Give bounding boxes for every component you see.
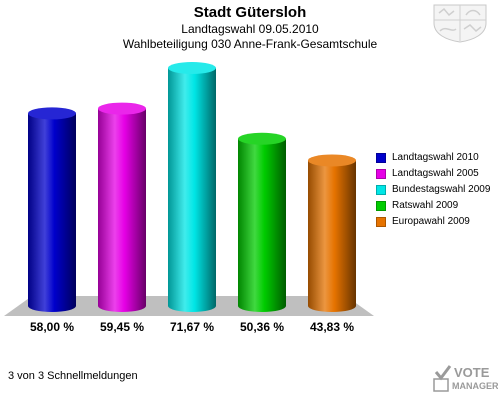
legend-item: Landtagswahl 2010 — [376, 150, 490, 165]
bar — [238, 138, 286, 312]
value-labels: 58,00 % 59,45 % 71,67 % 50,36 % 43,83 % — [0, 320, 500, 336]
legend-label: Europawahl 2009 — [392, 216, 470, 227]
legend-swatch — [376, 168, 386, 179]
legend-swatch — [376, 200, 386, 211]
chart-legend: Landtagswahl 2010 Landtagswahl 2005 Bundes… — [376, 150, 490, 230]
legend-swatch — [376, 216, 386, 227]
bar-top — [308, 154, 356, 167]
legend-label: Landtagswahl 2010 — [392, 152, 479, 163]
value-label: 58,00 % — [29, 320, 75, 334]
value-label: 43,83 % — [309, 320, 355, 334]
vote-manager-logo-icon: VOTE MANAGER — [433, 365, 498, 392]
bar-top — [168, 62, 216, 74]
bar-top — [238, 132, 286, 145]
chart-title: Stadt Gütersloh — [193, 4, 307, 21]
bar — [168, 68, 216, 312]
legend-label: Bundestagswahl 2009 — [392, 184, 491, 195]
legend-item: Landtagswahl 2005 — [376, 166, 490, 181]
bar — [28, 113, 76, 312]
legend-item: Europawahl 2009 — [376, 214, 490, 229]
chart-header: Stadt Gütersloh Landtagswahl 09.05.2010 … — [0, 4, 500, 52]
legend-label: Ratswahl 2009 — [392, 200, 459, 211]
value-label: 59,45 % — [99, 320, 145, 334]
nrw-crest-icon — [433, 4, 487, 43]
legend-swatch — [376, 184, 386, 195]
chart-subtitle: Landtagswahl 09.05.2010 — [181, 22, 319, 36]
value-label: 50,36 % — [239, 320, 285, 334]
value-label: 71,67 % — [169, 320, 215, 334]
chart-subtitle-2: Wahlbeteiligung 030 Anne-Frank-Gesamtsch… — [122, 37, 378, 51]
logo-text-manager: MANAGER — [452, 381, 498, 391]
legend-item: Ratswahl 2009 — [376, 198, 490, 213]
bar-top — [98, 102, 146, 115]
logo-text-vote: VOTE — [454, 365, 490, 380]
legend-swatch — [376, 152, 386, 163]
bar — [98, 108, 146, 312]
bar-top — [28, 107, 76, 120]
bar — [308, 160, 356, 312]
legend-item: Bundestagswahl 2009 — [376, 182, 490, 197]
footer-text: 3 von 3 Schnellmeldungen — [8, 370, 138, 382]
legend-label: Landtagswahl 2005 — [392, 168, 479, 179]
